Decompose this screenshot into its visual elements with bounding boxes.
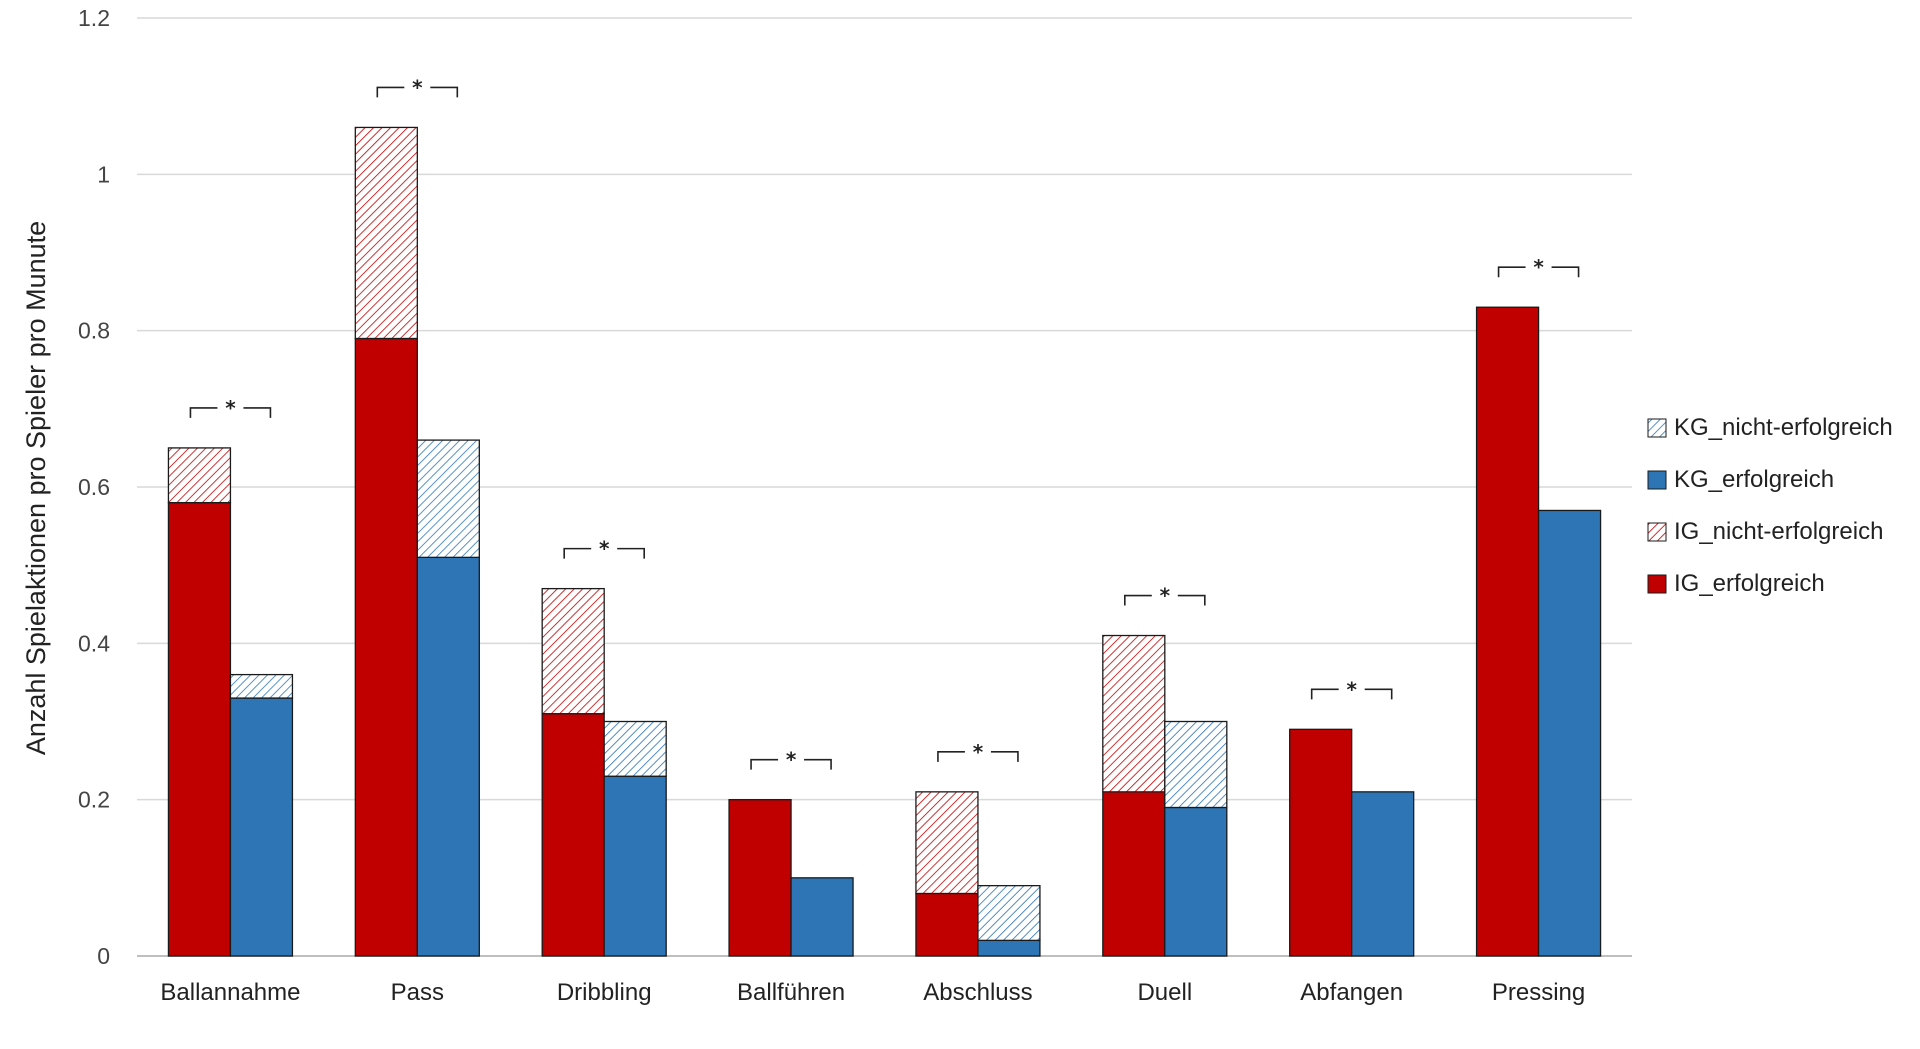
bar-segment xyxy=(229,697,294,957)
significance-star: * xyxy=(225,396,236,420)
bar-segment xyxy=(603,720,667,777)
significance-star: * xyxy=(1160,584,1171,608)
x-tick-label: Pass xyxy=(391,979,444,1006)
bar-segment xyxy=(915,892,979,957)
bar-segment xyxy=(167,501,232,957)
legend-label: IG_erfolgreich xyxy=(1674,570,1825,597)
bar-segment xyxy=(167,447,232,504)
bar-segment xyxy=(977,885,1041,942)
bar-segment xyxy=(354,337,418,957)
x-tick-label: Dribbling xyxy=(557,979,652,1006)
significance-bracket xyxy=(937,751,1019,762)
bar-segment xyxy=(915,791,979,895)
bar-segment xyxy=(541,587,605,715)
y-tick-label: 0.2 xyxy=(78,787,110,813)
significance-bracket xyxy=(1497,266,1580,278)
significance-star: * xyxy=(1533,255,1544,279)
bar-segment xyxy=(1102,634,1166,793)
significance-bracket xyxy=(1310,688,1393,700)
bar-segment xyxy=(1102,791,1166,957)
bar-segment xyxy=(229,673,294,699)
significance-bracket xyxy=(1124,594,1206,606)
x-tick-label: Ballführen xyxy=(737,979,845,1006)
bar-segment xyxy=(1289,728,1353,957)
bar-segment xyxy=(541,713,605,957)
legend-swatch xyxy=(1647,470,1667,490)
significance-star: * xyxy=(786,748,797,772)
bar-segment xyxy=(603,775,667,957)
bar-segment xyxy=(790,877,854,957)
x-tick-label: Abschluss xyxy=(923,979,1032,1006)
y-tick-label: 1.2 xyxy=(78,5,110,31)
y-axis-label: Anzahl Spielaktionen pro Spieler pro Mun… xyxy=(21,221,51,755)
bar-segment xyxy=(416,556,480,957)
significance-markers: * * * * * * * * xyxy=(189,75,1580,772)
y-tick-label: 1 xyxy=(97,161,110,187)
significance-star: * xyxy=(973,740,984,764)
legend-label: KG_nicht-erfolgreich xyxy=(1674,414,1893,441)
bar-segment xyxy=(1537,509,1602,957)
legend-swatch xyxy=(1647,522,1667,542)
bar-segment xyxy=(354,126,418,340)
legend: KG_nicht-erfolgreich KG_erfolgreich IG_nic… xyxy=(1647,414,1893,597)
y-tick-label: 0.4 xyxy=(78,630,110,656)
x-tick-label: Ballannahme xyxy=(160,979,300,1006)
bar-segment xyxy=(1351,791,1415,957)
y-axis-ticks: 0 0.2 0.4 0.6 0.8 1 1.2 xyxy=(78,5,110,969)
bars xyxy=(167,126,1602,957)
legend-swatch xyxy=(1647,574,1667,594)
bar-segment xyxy=(416,439,480,559)
significance-bracket xyxy=(189,407,272,418)
x-tick-label: Pressing xyxy=(1492,979,1585,1006)
significance-bracket xyxy=(376,86,459,98)
legend-label: KG_erfolgreich xyxy=(1674,466,1834,493)
x-tick-label: Abfangen xyxy=(1300,979,1403,1006)
legend-label: IG_nicht-erfolgreich xyxy=(1674,518,1883,545)
significance-star: * xyxy=(1346,677,1357,701)
y-tick-label: 0.8 xyxy=(78,318,110,344)
legend-swatch xyxy=(1647,418,1667,438)
x-tick-label: Duell xyxy=(1137,979,1192,1006)
y-tick-label: 0.6 xyxy=(78,474,110,500)
significance-star: * xyxy=(599,537,610,561)
bar-segment xyxy=(977,939,1041,957)
significance-bracket xyxy=(563,547,645,559)
significance-bracket xyxy=(750,758,832,770)
y-tick-label: 0 xyxy=(97,943,110,969)
significance-star: * xyxy=(412,75,423,99)
bar-segment xyxy=(1164,720,1228,809)
bar-segment xyxy=(728,799,792,957)
x-axis-labels: Ballannahme Pass Dribbling Ballführen Abschl… xyxy=(160,979,1585,1006)
bar-segment xyxy=(1475,306,1540,957)
bar-segment xyxy=(1164,806,1228,957)
